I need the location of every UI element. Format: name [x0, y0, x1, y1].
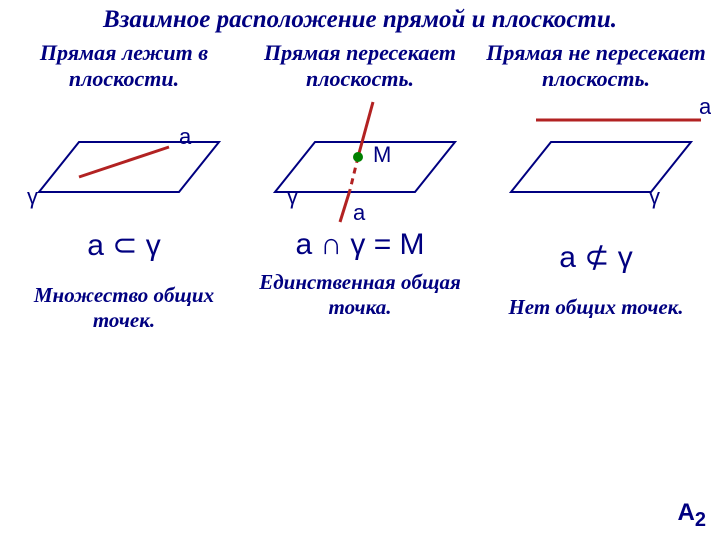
col2-subtitle: Прямая пересекает плоскость. — [245, 40, 475, 92]
plane-shape — [275, 142, 455, 192]
col1-subtitle: Прямая лежит в плоскости. — [9, 40, 239, 92]
col2-caption: Единственная общая точка. — [245, 270, 475, 320]
column-1: Прямая лежит в плоскости. а γ а ⊂ γ Множ… — [9, 40, 239, 333]
col3-formula: а ⊄ γ — [559, 240, 633, 275]
col3-subtitle: Прямая не пересекает плоскость. — [481, 40, 711, 92]
label-gamma: γ — [649, 184, 660, 209]
col2-diagram: М γ а — [245, 92, 475, 222]
label-a: а — [699, 94, 711, 119]
label-gamma: γ — [27, 184, 38, 209]
col1-formula: а ⊂ γ — [87, 228, 161, 263]
column-2: Прямая пересекает плоскость. М γ а а ∩ γ… — [245, 40, 475, 333]
plane-shape — [511, 142, 691, 192]
label-a: а — [353, 200, 366, 225]
col3-diagram: а γ — [481, 92, 711, 222]
point-m — [353, 152, 363, 162]
label-a: а — [179, 124, 192, 149]
slide-number: А2 — [678, 499, 706, 532]
label-m: М — [373, 142, 391, 167]
col1-caption: Множество общих точек. — [9, 283, 239, 333]
label-gamma: γ — [287, 184, 298, 209]
col2-formula: а ∩ γ = М — [295, 228, 424, 262]
col3-caption: Нет общих точек. — [508, 295, 683, 320]
line-bot — [340, 190, 350, 222]
column-3: Прямая не пересекает плоскость. а γ а ⊄ … — [481, 40, 711, 333]
plane-shape — [39, 142, 219, 192]
slide-title: Взаимное расположение прямой и плоскости… — [0, 0, 720, 40]
col1-diagram: а γ — [9, 92, 239, 222]
columns: Прямая лежит в плоскости. а γ а ⊂ γ Множ… — [0, 40, 720, 333]
